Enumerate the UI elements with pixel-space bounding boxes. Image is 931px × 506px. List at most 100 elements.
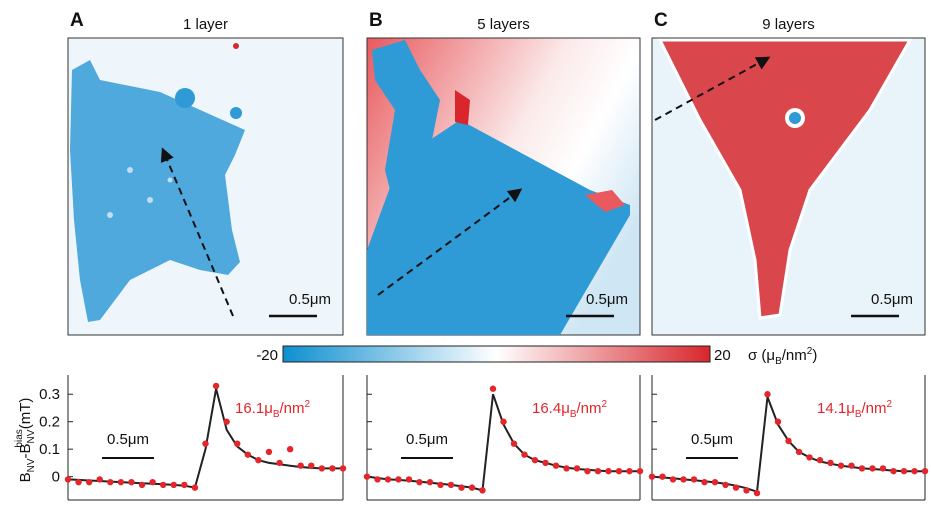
data-point xyxy=(479,487,486,494)
data-point xyxy=(659,473,666,480)
y-tick-label: 0.1 xyxy=(39,441,60,458)
data-point xyxy=(255,456,262,464)
data-point xyxy=(869,465,876,472)
data-point xyxy=(468,484,476,491)
data-point xyxy=(416,478,423,486)
data-point xyxy=(64,476,72,483)
data-point xyxy=(212,382,220,390)
colorbar-label: σ (μB/nm2) xyxy=(748,346,817,367)
data-point xyxy=(276,459,283,467)
data-point xyxy=(405,476,413,483)
map-scale-label: 0.5μm xyxy=(289,291,331,308)
data-point xyxy=(816,456,824,464)
data-point xyxy=(743,487,750,494)
data-point xyxy=(795,448,803,456)
data-point xyxy=(447,481,455,489)
colorbar: -20 20 σ (μB/nm2) xyxy=(256,345,817,367)
annotation-part: B xyxy=(570,409,577,420)
annotation: 16.4μB/nm2 xyxy=(532,399,608,420)
data-point xyxy=(265,448,273,456)
label-part: σ (μ xyxy=(748,347,775,364)
data-point xyxy=(437,481,444,489)
data-point xyxy=(753,489,761,497)
data-point xyxy=(329,465,336,472)
data-point xyxy=(594,467,602,475)
data-point xyxy=(785,437,792,445)
data-point xyxy=(858,465,866,472)
data-point xyxy=(911,467,918,475)
data-point xyxy=(573,465,581,472)
label-part: NV xyxy=(26,429,37,443)
data-point xyxy=(669,476,677,483)
data-point xyxy=(202,440,209,447)
data-point xyxy=(117,478,125,486)
annotation-part: /nm xyxy=(577,400,602,417)
data-point xyxy=(138,481,146,489)
label-part: /nm xyxy=(782,347,807,364)
data-point xyxy=(827,459,834,467)
data-point xyxy=(680,476,687,483)
map-title: 9 layers xyxy=(762,16,815,33)
label-part: B xyxy=(775,356,782,367)
data-point xyxy=(489,385,497,392)
data-point xyxy=(701,478,708,486)
data-point xyxy=(848,462,855,469)
label-part: (mT) xyxy=(17,398,34,430)
label-part: ) xyxy=(812,347,817,364)
data-point xyxy=(374,476,381,483)
data-point xyxy=(128,478,135,486)
data-point xyxy=(722,481,729,489)
annotation-part: /nm xyxy=(280,400,305,417)
annotation-part: 14.1μ xyxy=(817,400,855,417)
label-part: 2 xyxy=(807,346,813,357)
data-point xyxy=(85,478,93,486)
annotation: 14.1μB/nm2 xyxy=(817,399,893,420)
map-c xyxy=(651,37,926,336)
data-point xyxy=(552,462,560,469)
data-point xyxy=(223,418,230,425)
data-point xyxy=(286,445,294,453)
annotation-part: 16.1μ xyxy=(235,400,273,417)
panel-label: A xyxy=(70,10,84,31)
data-point xyxy=(615,467,623,475)
data-point xyxy=(921,467,929,475)
scale-label: 0.5μm xyxy=(107,431,149,448)
annotation: 16.1μB/nm2 xyxy=(235,399,311,420)
data-point xyxy=(384,476,392,483)
data-point xyxy=(542,459,549,467)
panel-label: C xyxy=(654,10,668,31)
label-part: B xyxy=(17,472,34,482)
y-tick-label: 0 xyxy=(52,469,60,486)
colorbar-max: 20 xyxy=(714,347,731,364)
data-point xyxy=(363,473,371,480)
data-point xyxy=(149,478,156,486)
data-point xyxy=(605,467,612,475)
label-part: -B xyxy=(17,444,34,459)
annotation-part: 2 xyxy=(602,399,608,410)
y-tick-label: 0.2 xyxy=(39,414,60,431)
data-point xyxy=(458,484,465,491)
data-point xyxy=(170,481,177,489)
data-point xyxy=(648,473,656,480)
data-point xyxy=(584,467,591,475)
data-point xyxy=(879,465,887,472)
data-point xyxy=(159,481,167,489)
scale-label: 0.5μm xyxy=(406,431,448,448)
data-point xyxy=(626,467,633,475)
colorbar-min: -20 xyxy=(256,347,278,364)
map-title: 5 layers xyxy=(477,16,530,33)
data-point xyxy=(395,476,402,483)
data-point xyxy=(510,440,518,447)
annotation-part: /nm xyxy=(862,400,887,417)
data-point xyxy=(732,484,740,491)
map-scale-label: 0.5μm xyxy=(871,291,913,308)
data-point xyxy=(806,454,813,461)
data-point xyxy=(890,467,897,475)
colorbar-gradient xyxy=(282,345,711,363)
data-point xyxy=(191,484,199,491)
label-part: bias xyxy=(14,429,25,447)
label-part: NV xyxy=(26,458,37,472)
data-point xyxy=(563,465,570,472)
data-point xyxy=(900,467,908,475)
